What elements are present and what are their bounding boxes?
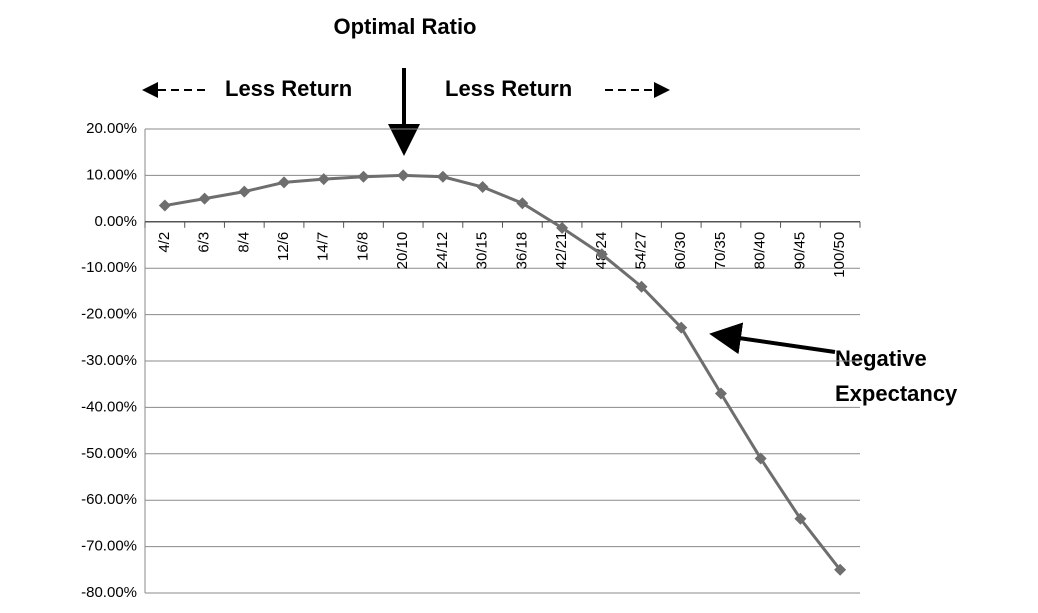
x-tick-label: 54/27 (632, 232, 649, 270)
x-tick-label: 60/30 (672, 232, 689, 270)
y-tick-label: -80.00% (81, 584, 137, 601)
data-point (754, 452, 767, 465)
data-point (794, 512, 807, 525)
x-tick-label: 6/3 (196, 232, 213, 253)
series-line (164, 173, 842, 571)
y-tick-label: -50.00% (81, 445, 137, 462)
annotation-negative: Expectancy (835, 381, 958, 406)
data-point (397, 169, 410, 182)
data-point (834, 563, 847, 576)
x-tick-label: 24/12 (434, 232, 451, 270)
x-tick-label: 8/4 (235, 232, 252, 253)
data-point (158, 199, 171, 212)
x-tick-label: 70/35 (712, 232, 729, 270)
y-tick-label: -20.00% (81, 306, 137, 323)
annotation-negative: Negative (835, 346, 927, 371)
data-point (675, 321, 688, 334)
y-tick-label: 20.00% (86, 120, 137, 137)
y-tick-label: -10.00% (81, 259, 137, 276)
y-tick-label: -70.00% (81, 538, 137, 555)
data-point (476, 181, 489, 193)
data-point (714, 387, 727, 400)
x-tick-label: 100/50 (831, 232, 848, 278)
x-tick-label: 14/7 (315, 232, 332, 261)
x-tick-label: 12/6 (275, 232, 292, 261)
y-tick-label: 0.00% (94, 213, 137, 230)
data-point (635, 280, 648, 293)
data-point (595, 248, 608, 261)
data-point (516, 197, 529, 210)
x-tick-label: 36/18 (513, 232, 530, 270)
y-tick-label: 10.00% (86, 166, 137, 183)
x-tick-label: 4/2 (156, 232, 173, 253)
y-tick-label: -30.00% (81, 352, 137, 369)
x-tick-label: 30/15 (474, 232, 491, 270)
data-point (357, 170, 370, 183)
data-point (436, 170, 449, 183)
negative-arrow (709, 322, 836, 355)
x-tick-label: 16/8 (354, 232, 371, 261)
chart-title: Optimal Ratio (333, 14, 476, 39)
x-tick-label: 80/40 (752, 232, 769, 270)
data-point (556, 221, 569, 234)
y-tick-label: -40.00% (81, 398, 137, 415)
data-point (278, 176, 291, 189)
x-tick-label: 90/45 (791, 232, 808, 270)
x-tick-label: 42/21 (553, 232, 570, 270)
data-point (238, 185, 251, 198)
annotation-right: Less Return (445, 76, 572, 101)
x-tick-label: 20/10 (394, 232, 411, 270)
annotation-left: Less Return (225, 76, 352, 101)
data-point (198, 192, 211, 205)
data-point (317, 173, 330, 186)
y-tick-label: -60.00% (81, 491, 137, 508)
